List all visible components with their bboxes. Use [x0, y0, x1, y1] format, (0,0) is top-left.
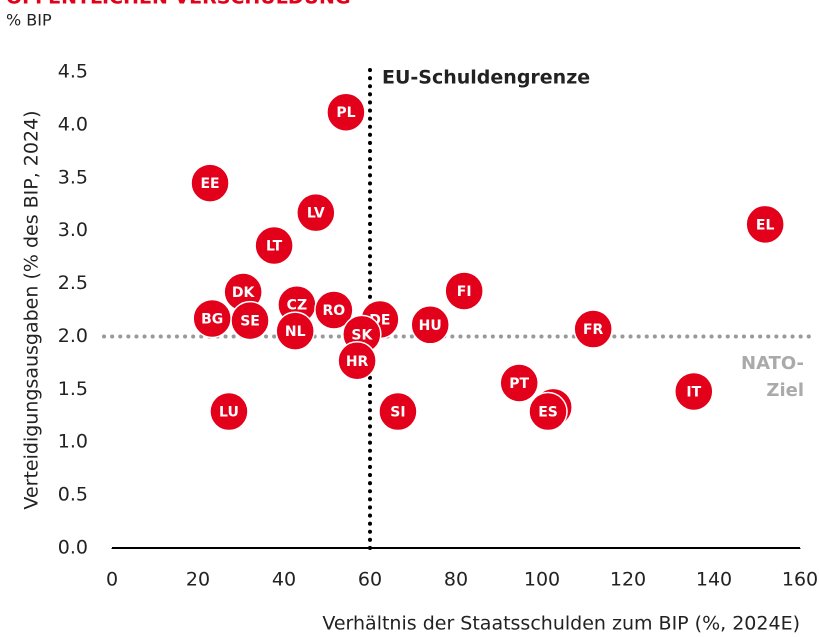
x-tick-label: 60 — [358, 569, 382, 591]
x-tick-label: 160 — [782, 569, 818, 591]
x-axis-label: Verhältnis der Staatsschulden zum BIP (%… — [322, 613, 800, 635]
point — [190, 163, 230, 203]
point-label: LT — [266, 238, 283, 254]
point-label: BG — [201, 311, 223, 327]
point — [209, 391, 249, 432]
x-tick-label: 20 — [186, 569, 210, 591]
y-tick-label: 1.0 — [58, 431, 88, 453]
y-tick-label: 4.0 — [58, 113, 88, 135]
x-tick-label: 40 — [272, 569, 296, 591]
point-label: LV — [307, 206, 325, 222]
point — [528, 391, 568, 432]
x-tick-label: 100 — [524, 569, 560, 591]
y-tick-label: 3.0 — [58, 219, 88, 241]
annotation: Ziel — [766, 380, 804, 401]
y-tick-label: 2.0 — [58, 325, 88, 347]
point — [674, 371, 714, 412]
point-label: RO — [323, 303, 346, 319]
point-label: EE — [200, 176, 219, 192]
point — [314, 290, 354, 330]
point-label: SE — [240, 314, 260, 330]
point-label: CZ — [287, 298, 307, 314]
point — [275, 311, 315, 351]
point — [444, 271, 484, 311]
y-tick-label: 3.5 — [58, 166, 88, 188]
point-label: PL — [336, 105, 355, 121]
y-tick-label: 2.5 — [58, 272, 88, 294]
x-tick-label: 0 — [106, 569, 118, 591]
x-tick-label: 140 — [696, 569, 732, 591]
y-tick-label: 0.5 — [58, 484, 88, 506]
point — [410, 305, 450, 345]
point-label: PT — [509, 376, 529, 392]
point — [499, 363, 539, 403]
y-tick-label: 1.5 — [58, 378, 88, 400]
point-label: SI — [390, 405, 405, 421]
point — [573, 309, 613, 349]
point — [326, 92, 366, 132]
annotation: NATO- — [741, 353, 804, 374]
point-label: DK — [232, 285, 256, 301]
y-axis-label: Verteidigungsausgaben (% des BIP, 2024) — [21, 110, 43, 509]
point-label: HR — [346, 354, 369, 370]
point-label: IT — [686, 384, 701, 400]
x-tick-label: 80 — [444, 569, 468, 591]
point — [378, 391, 418, 432]
point-label: ES — [538, 405, 558, 421]
point-label: FR — [583, 322, 604, 338]
point — [337, 341, 377, 381]
chart-title: ÖFFENTLICHEN VERSCHULDUNG — [6, 0, 351, 9]
point-label: NL — [285, 324, 306, 340]
subtitle: % BIP — [6, 11, 52, 30]
x-tick-label: 120 — [610, 569, 646, 591]
point-label: FI — [457, 284, 472, 300]
annotation: EU-Schuldengrenze — [382, 67, 590, 89]
y-tick-label: 0.0 — [58, 537, 88, 559]
point — [745, 204, 785, 245]
point-label: EL — [756, 217, 775, 233]
point — [254, 225, 294, 266]
point-label: SK — [351, 327, 373, 343]
point — [230, 300, 270, 341]
point-label: LU — [219, 405, 239, 421]
point-label: HU — [419, 318, 442, 334]
y-tick-label: 4.5 — [58, 61, 88, 83]
point — [296, 192, 336, 233]
